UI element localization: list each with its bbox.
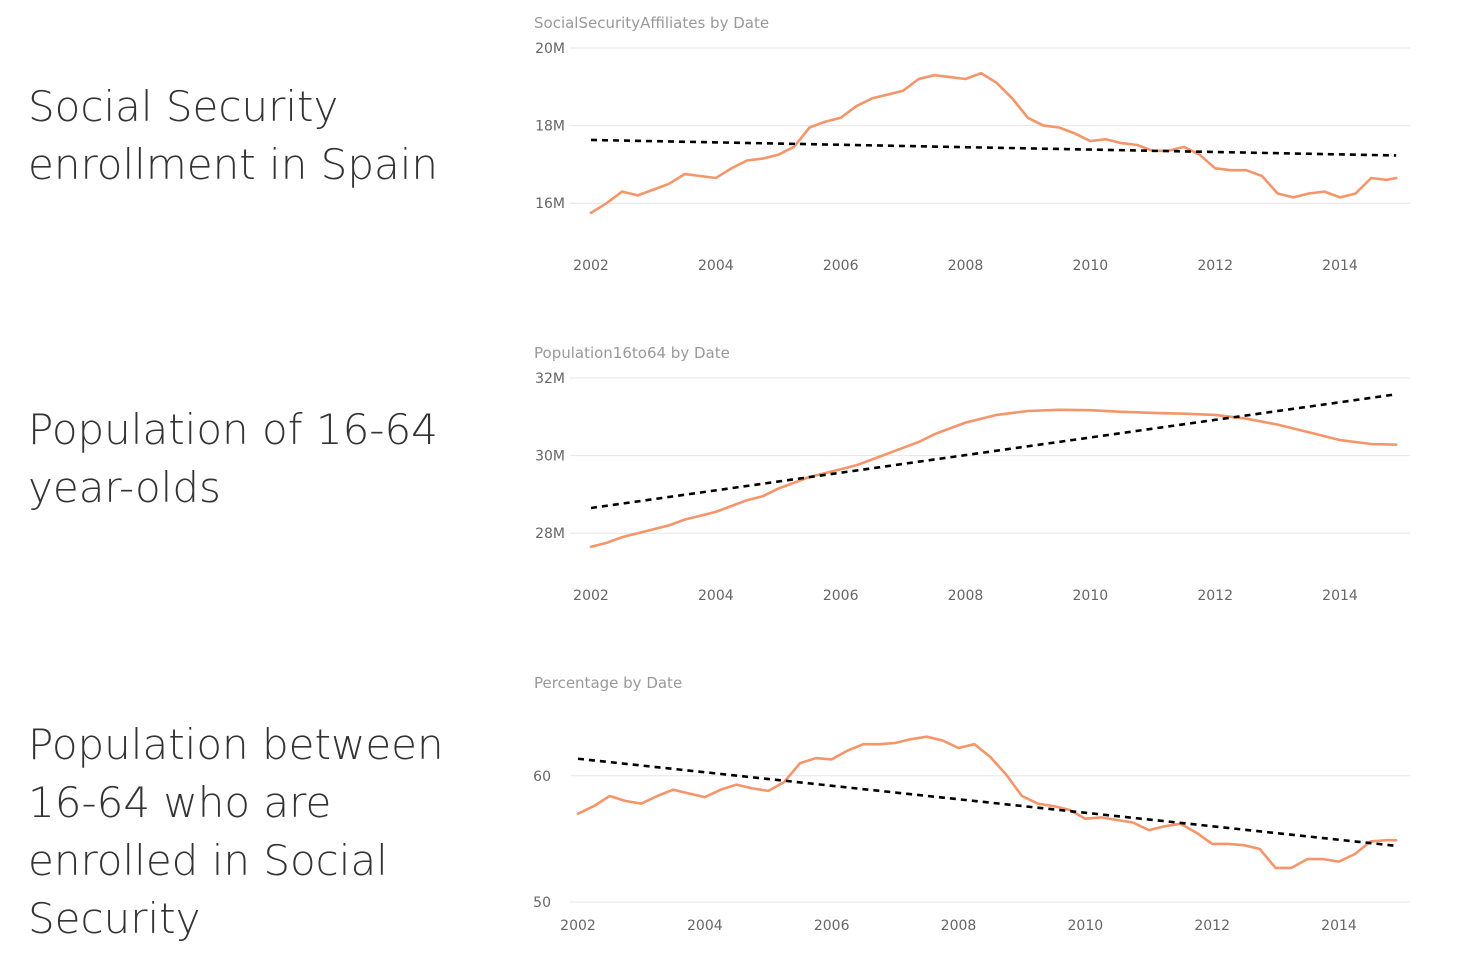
x-tick-label: 2006 — [823, 588, 859, 604]
caption-social-security-enrollment: Social Security enrollment in Spain — [28, 82, 439, 189]
y-tick-label: 50 — [533, 895, 551, 911]
series-line — [589, 408, 1398, 549]
chart-title: Percentage by Date — [534, 674, 682, 692]
y-tick-label: 60 — [533, 769, 551, 785]
y-tick-label: 28M — [535, 526, 565, 542]
x-tick-label: 2002 — [573, 588, 609, 604]
x-tick-label: 2010 — [1073, 588, 1109, 604]
x-tick-label: 2004 — [687, 918, 723, 934]
y-tick-label: 16M — [535, 196, 565, 212]
trend-line — [577, 757, 1397, 848]
chart-0: SocialSecurityAffiliates by Date 16M 18M 20… — [534, 14, 1410, 274]
y-tick-label: 20M — [535, 41, 565, 57]
series-line — [589, 71, 1398, 215]
x-tick-label: 2004 — [698, 588, 734, 604]
y-tick-label: 32M — [535, 371, 565, 387]
x-tick-label: 2010 — [1068, 918, 1104, 934]
x-tick-label: 2014 — [1322, 588, 1358, 604]
series-line — [576, 735, 1398, 870]
x-tick-label: 2008 — [941, 918, 977, 934]
x-tick-label: 2014 — [1322, 258, 1358, 274]
trend-line — [590, 138, 1397, 157]
x-tick-label: 2010 — [1073, 258, 1109, 274]
x-tick-label: 2004 — [698, 258, 734, 274]
chart-2: Percentage by Date 50 60 2002 2004 2006 2008 20… — [533, 674, 1410, 934]
chart-title: Population16to64 by Date — [534, 344, 730, 362]
x-tick-label: 2002 — [573, 258, 609, 274]
y-tick-label: 30M — [535, 449, 565, 465]
x-tick-label: 2002 — [560, 918, 596, 934]
chart-1: Population16to64 by Date 28M 30M 32M 2002 200… — [534, 344, 1410, 604]
x-tick-label: 2012 — [1197, 258, 1233, 274]
chart-title: SocialSecurityAffiliates by Date — [534, 14, 769, 32]
x-tick-label: 2008 — [948, 588, 984, 604]
trend-line — [590, 393, 1397, 510]
x-tick-label: 2014 — [1321, 918, 1357, 934]
x-tick-label: 2006 — [823, 258, 859, 274]
y-tick-label: 18M — [535, 119, 565, 135]
caption-population-16-64: Population of 16-64 year-olds — [28, 405, 438, 512]
x-tick-label: 2006 — [814, 918, 850, 934]
x-tick-label: 2012 — [1194, 918, 1230, 934]
x-tick-label: 2012 — [1197, 588, 1233, 604]
caption-enrolled-percentage: Population between 16-64 who are enrolle… — [28, 720, 444, 943]
x-tick-label: 2008 — [948, 258, 984, 274]
